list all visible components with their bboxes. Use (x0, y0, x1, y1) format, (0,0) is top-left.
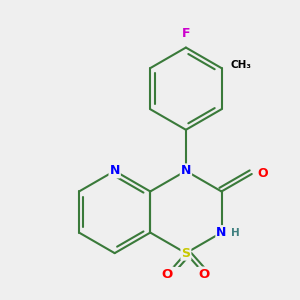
Text: O: O (162, 268, 173, 281)
Text: O: O (199, 268, 210, 281)
Text: N: N (110, 164, 120, 177)
Text: O: O (257, 167, 268, 181)
Text: S: S (182, 247, 190, 260)
Text: N: N (181, 164, 191, 177)
Text: H: H (231, 228, 240, 238)
Text: CH₃: CH₃ (231, 60, 252, 70)
Text: N: N (216, 226, 227, 239)
Text: F: F (182, 27, 190, 40)
